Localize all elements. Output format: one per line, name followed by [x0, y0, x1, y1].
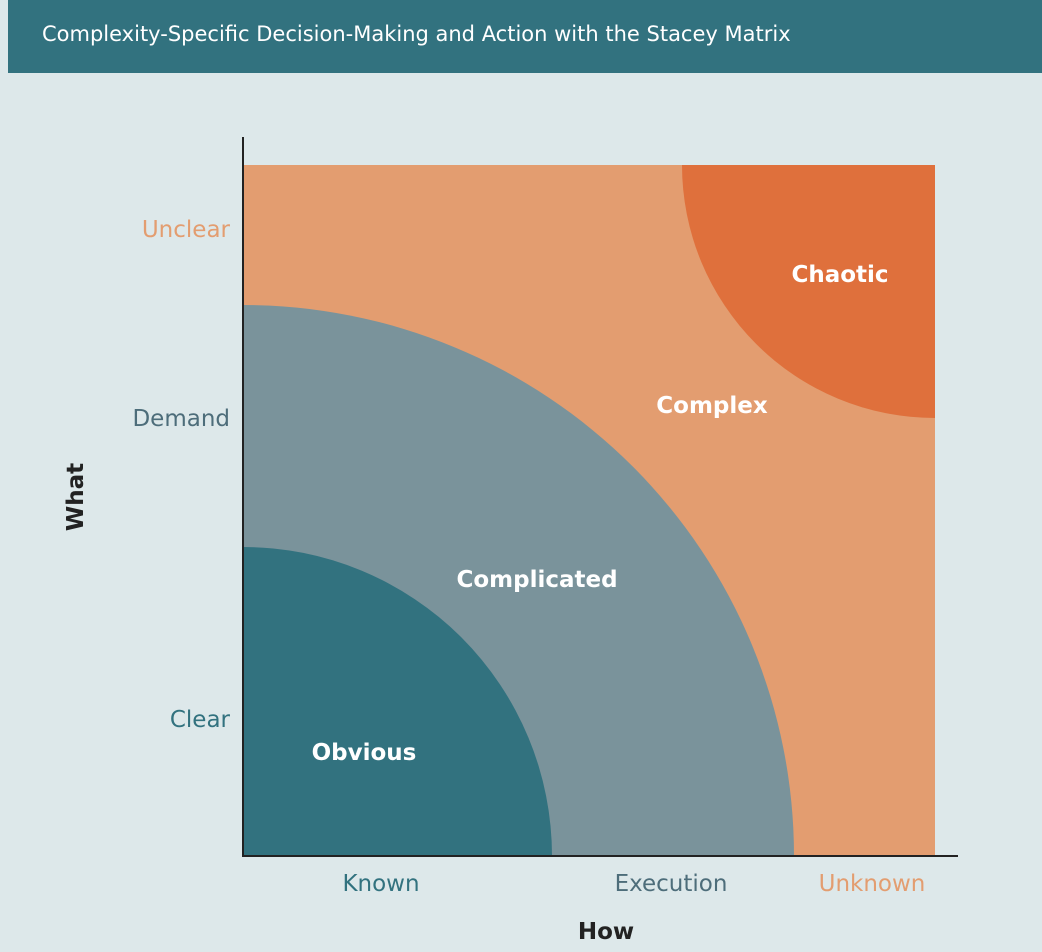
- y-tick-label-clear: Clear: [170, 707, 231, 733]
- zone-label-complex: Complex: [656, 393, 768, 419]
- x-tick-label-unknown: Unknown: [819, 871, 926, 897]
- x-tick-label-execution: Execution: [615, 871, 728, 897]
- x-axis-title: How: [578, 919, 634, 945]
- page-title: Complexity-Specific Decision-Making and …: [42, 22, 791, 46]
- zone-chaotic: [682, 165, 935, 418]
- zone-label-complicated: Complicated: [456, 567, 617, 593]
- y-axis-title: What: [63, 463, 89, 531]
- zone-obvious: [243, 547, 552, 856]
- y-tick-label-unclear: Unclear: [142, 217, 231, 243]
- x-tick-label-known: Known: [342, 871, 419, 897]
- y-tick-label-demand: Demand: [132, 406, 230, 432]
- zone-label-obvious: Obvious: [312, 740, 417, 766]
- zone-label-chaotic: Chaotic: [791, 262, 888, 288]
- header-bar: Complexity-Specific Decision-Making and …: [8, 0, 1042, 73]
